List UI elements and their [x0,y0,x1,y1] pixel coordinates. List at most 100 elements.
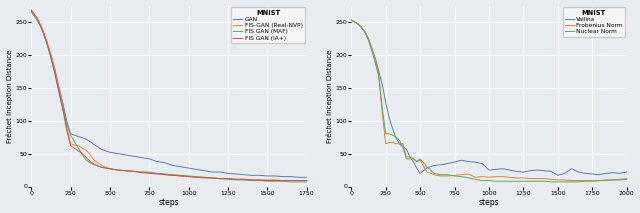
FIS-GAN (Real-NVP) [55,86,63,89]
Vallina [623,171,630,173]
FIS GAN (MAF) [255,179,263,182]
FIS-GAN (Real-NVP) [70,144,78,146]
Frobenius Norm [506,176,513,178]
Frobenius Norm [399,142,407,145]
Line: Vallina: Vallina [351,20,627,175]
FIS GAN (IA+) [130,170,138,173]
FIS-GAN (Real-NVP) [83,149,90,152]
Line: FIS GAN (MAF): FIS GAN (MAF) [31,12,307,182]
X-axis label: steps: steps [159,199,179,207]
GAN [59,101,67,104]
Line: GAN: GAN [31,12,307,177]
FIS-GAN (Real-NVP) [35,21,43,23]
FIS GAN (MAF) [224,178,232,181]
FIS GAN (IA+) [177,175,184,177]
FIS GAN (IA+) [67,144,74,147]
GAN [75,135,83,138]
Frobenius Norm [623,177,630,180]
FIS GAN (MAF) [287,181,295,183]
Nuclear Norm [616,179,623,181]
FIS GAN (IA+) [39,30,47,33]
GAN [216,171,224,173]
GAN [86,141,94,143]
GAN [169,164,177,167]
GAN [224,172,232,175]
FIS-GAN (Real-NVP) [271,179,279,181]
FIS GAN (MAF) [271,180,279,183]
GAN [98,148,106,151]
FIS GAN (IA+) [279,179,287,182]
Vallina [403,148,410,150]
FIS-GAN (Real-NVP) [138,171,145,173]
FIS GAN (IA+) [271,179,279,182]
FIS GAN (MAF) [79,154,86,156]
FIS-GAN (Real-NVP) [43,40,51,43]
X-axis label: steps: steps [479,199,499,207]
FIS GAN (IA+) [94,165,102,167]
Line: Frobenius Norm: Frobenius Norm [351,20,627,181]
Line: FIS-GAN (Real-NVP): FIS-GAN (Real-NVP) [31,10,307,181]
FIS-GAN (Real-NVP) [94,161,102,164]
FIS GAN (IA+) [154,173,161,175]
FIS GAN (MAF) [43,43,51,46]
GAN [70,134,78,137]
Nuclear Norm [403,158,410,160]
GAN [43,42,51,44]
FIS GAN (MAF) [59,108,67,110]
FIS GAN (MAF) [94,165,102,167]
Line: Nuclear Norm: Nuclear Norm [351,20,627,182]
FIS GAN (IA+) [138,171,145,174]
Frobenius Norm [616,178,623,181]
GAN [63,119,70,122]
GAN [177,166,184,168]
FIS GAN (MAF) [209,177,216,179]
FIS GAN (MAF) [51,72,59,75]
GAN [185,167,193,169]
FIS GAN (MAF) [295,181,303,183]
FIS GAN (IA+) [31,14,39,17]
FIS-GAN (Real-NVP) [177,175,184,177]
FIS GAN (IA+) [193,176,200,178]
FIS GAN (IA+) [209,177,216,179]
FIS GAN (MAF) [83,159,90,161]
Nuclear Norm [506,180,513,183]
FIS GAN (IA+) [106,167,114,170]
Legend: GAN, FIS-GAN (Real-NVP), FIS GAN (MAF), FIS GAN (IA+): GAN, FIS-GAN (Real-NVP), FIS GAN (MAF), … [231,7,305,43]
FIS GAN (MAF) [55,90,63,92]
FIS-GAN (Real-NVP) [145,171,153,173]
FIS GAN (IA+) [200,177,208,179]
FIS-GAN (Real-NVP) [209,177,216,179]
FIS GAN (MAF) [185,175,193,177]
FIS GAN (IA+) [145,172,153,175]
GAN [31,16,39,18]
FIS GAN (IA+) [59,108,67,110]
FIS GAN (IA+) [35,21,43,23]
FIS GAN (IA+) [255,179,263,181]
FIS GAN (MAF) [98,166,106,169]
FIS GAN (IA+) [216,177,224,180]
FIS GAN (MAF) [232,179,239,181]
Y-axis label: Fréchet Inception Distance: Fréchet Inception Distance [326,49,333,143]
GAN [51,68,59,71]
GAN [114,152,122,155]
FIS GAN (IA+) [102,167,110,169]
GAN [67,132,74,135]
FIS GAN (IA+) [122,169,129,172]
GAN [47,54,55,56]
FIS GAN (IA+) [63,129,70,131]
FIS-GAN (Real-NVP) [216,177,224,180]
Legend: Vallina, Frobenius Norm, Nuclear Norm: Vallina, Frobenius Norm, Nuclear Norm [563,7,625,37]
FIS-GAN (Real-NVP) [102,166,110,169]
FIS GAN (MAF) [122,169,129,172]
GAN [209,171,216,173]
FIS GAN (MAF) [264,180,271,183]
Vallina [554,174,562,177]
Vallina [506,169,513,171]
FIS GAN (MAF) [193,175,200,178]
FIS GAN (MAF) [90,164,98,166]
FIS GAN (MAF) [177,174,184,177]
FIS-GAN (Real-NVP) [67,142,74,145]
FIS GAN (MAF) [303,181,310,183]
FIS GAN (IA+) [114,169,122,171]
FIS GAN (MAF) [200,176,208,178]
